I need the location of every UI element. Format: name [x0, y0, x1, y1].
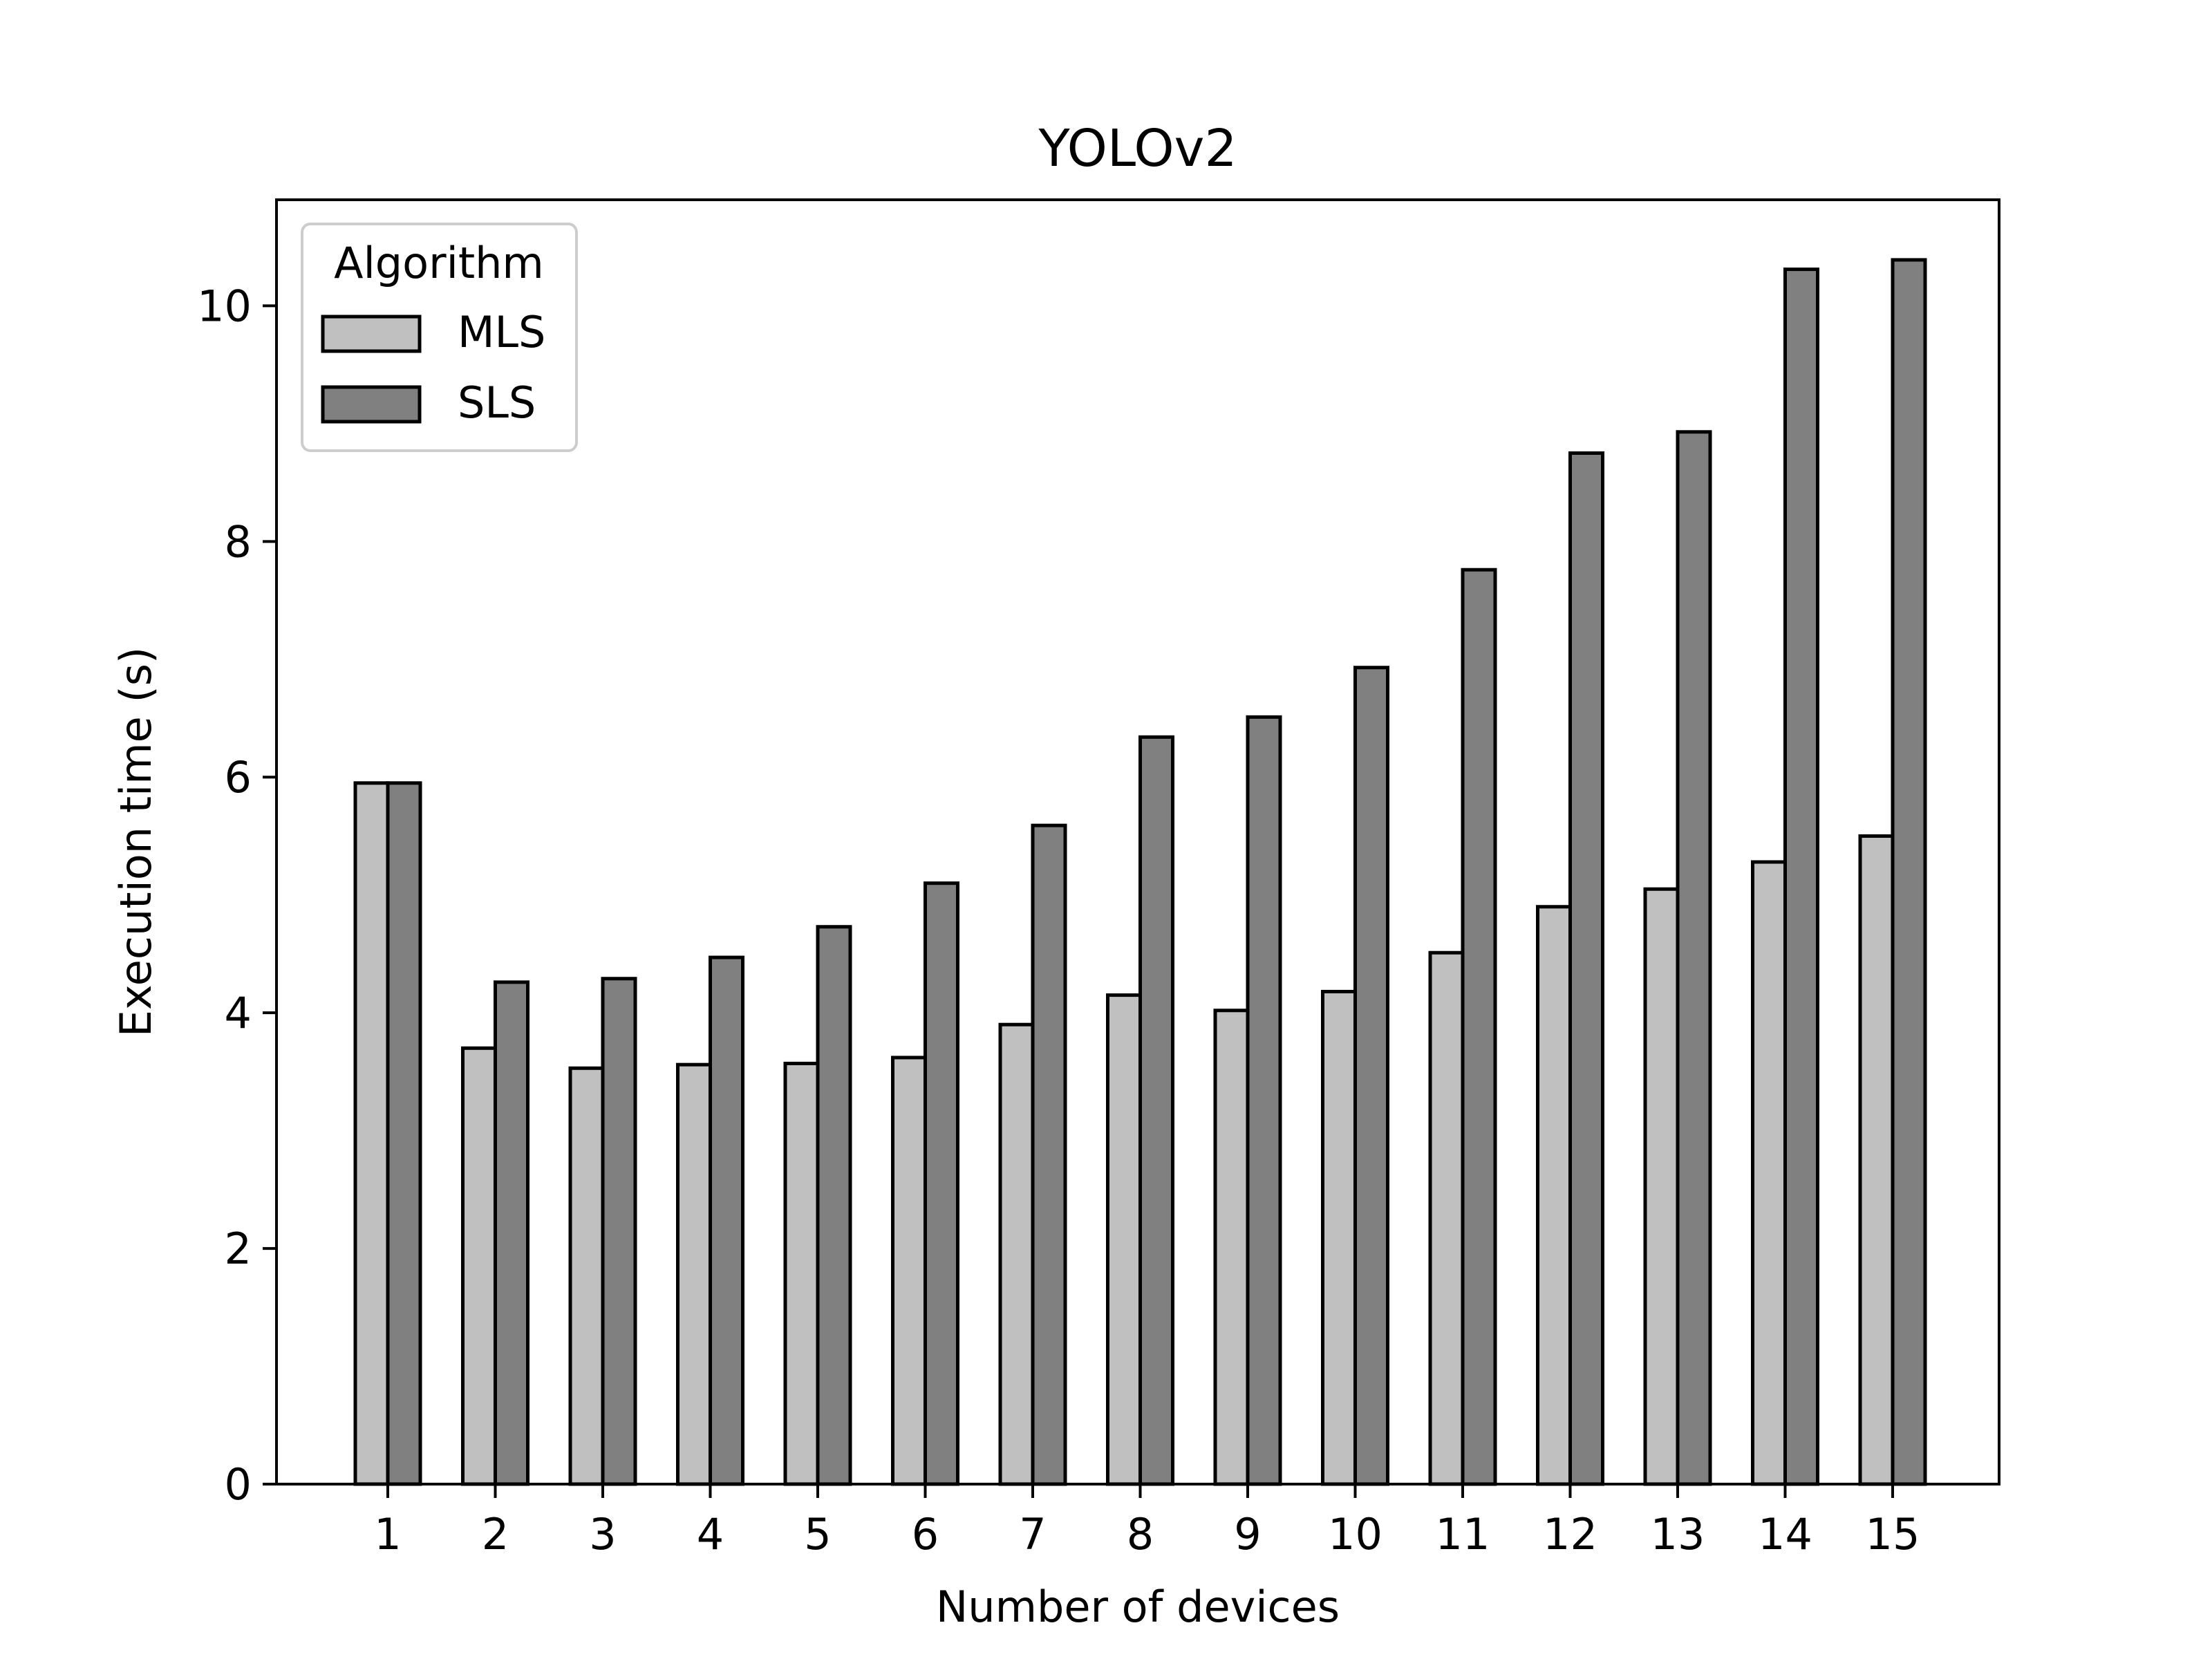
legend-title: Algorithm — [334, 238, 544, 288]
bar-sls-6 — [924, 881, 959, 1486]
y-tick-label: 8 — [225, 516, 252, 567]
x-tick-label: 12 — [1543, 1509, 1597, 1559]
bar-sls-12 — [1568, 451, 1604, 1486]
bar-sls-4 — [709, 955, 744, 1486]
x-tick-label: 14 — [1758, 1509, 1812, 1559]
x-tick-label: 15 — [1866, 1509, 1920, 1559]
bar-mls-6 — [891, 1056, 927, 1486]
chart-title: YOLOv2 — [1038, 119, 1237, 178]
bar-sls-13 — [1676, 430, 1712, 1486]
x-tick-label: 2 — [482, 1509, 509, 1559]
plot-frame — [275, 198, 2000, 1485]
x-tick-label: 6 — [912, 1509, 939, 1559]
bar-sls-14 — [1783, 268, 1819, 1486]
x-axis-label: Number of devices — [936, 1582, 1340, 1632]
legend-swatch-mls — [321, 315, 422, 353]
y-tick-label: 2 — [225, 1224, 252, 1274]
x-tick-label: 4 — [697, 1509, 724, 1559]
bar-mls-8 — [1106, 993, 1142, 1486]
bar-sls-8 — [1138, 735, 1174, 1486]
x-tick-label: 9 — [1234, 1509, 1261, 1559]
bar-mls-2 — [461, 1046, 497, 1486]
y-tick-label: 6 — [225, 752, 252, 803]
bar-mls-9 — [1213, 1009, 1250, 1486]
x-tick-label: 1 — [374, 1509, 401, 1559]
bar-mls-15 — [1858, 834, 1895, 1486]
x-tick-label: 11 — [1436, 1509, 1490, 1559]
bar-sls-7 — [1031, 823, 1067, 1486]
bar-sls-9 — [1246, 715, 1282, 1486]
y-tick-label: 0 — [225, 1459, 252, 1510]
x-axis: 1 2 3 4 5 6 7 8 9 10 11 12 13 14 15 — [374, 1484, 1920, 1559]
bar-mls-12 — [1536, 905, 1572, 1486]
legend-label-mls: MLS — [458, 307, 545, 357]
bar-mls-10 — [1321, 989, 1357, 1486]
bar-sls-1 — [386, 781, 422, 1486]
x-tick-label: 3 — [589, 1509, 616, 1559]
y-axis-label: Execution time (s) — [111, 647, 161, 1037]
bar-sls-3 — [601, 977, 637, 1486]
bar-sls-11 — [1461, 568, 1497, 1486]
legend-label-sls: SLS — [458, 377, 536, 428]
x-tick-label: 8 — [1127, 1509, 1154, 1559]
x-tick-label: 7 — [1019, 1509, 1046, 1559]
bar-mls-7 — [998, 1022, 1035, 1486]
bar-mls-13 — [1643, 887, 1680, 1486]
bars-layer — [353, 258, 1927, 1486]
bar-mls-1 — [353, 781, 390, 1486]
bar-mls-11 — [1428, 950, 1465, 1486]
bar-sls-10 — [1353, 666, 1389, 1486]
y-tick-label: 4 — [225, 988, 252, 1038]
bar-mls-4 — [676, 1062, 712, 1486]
bar-sls-2 — [494, 980, 529, 1486]
bar-mls-5 — [783, 1061, 820, 1486]
x-tick-label: 10 — [1328, 1509, 1382, 1559]
bar-sls-5 — [816, 925, 852, 1486]
y-axis: 0 2 4 6 8 10 — [197, 281, 276, 1510]
bar-mls-14 — [1751, 860, 1787, 1486]
x-tick-label: 13 — [1651, 1509, 1705, 1559]
legend-swatch-sls — [321, 385, 422, 424]
x-tick-label: 5 — [804, 1509, 831, 1559]
y-tick-label: 10 — [197, 281, 252, 331]
legend: Algorithm MLS SLS — [301, 223, 578, 452]
bar-sls-15 — [1891, 258, 1927, 1486]
bar-mls-3 — [568, 1066, 605, 1486]
